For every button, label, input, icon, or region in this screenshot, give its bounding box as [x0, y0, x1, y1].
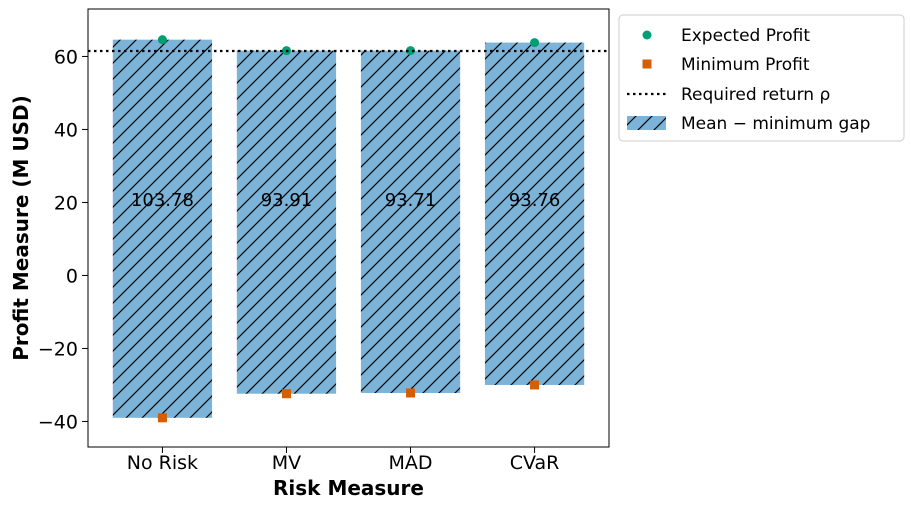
axes-frame — [87, 8, 610, 448]
legend: Expected Profit Minimum Profit Required … — [618, 14, 905, 142]
gap-bar — [112, 39, 213, 418]
bar-value-label: 93.71 — [385, 190, 437, 211]
x-tick-label: MV — [272, 452, 301, 474]
x-axis-ticks: No Risk MV MAD CVaR — [127, 447, 560, 474]
legend-gap-marker — [627, 116, 666, 130]
legend-required-return-label: Required return ρ — [681, 85, 830, 105]
expected-profit-point — [157, 35, 167, 45]
expected-profit-point — [406, 46, 416, 56]
bars-group — [112, 39, 585, 418]
bar-value-label: 93.76 — [509, 190, 561, 211]
legend-expected-profit-label: Expected Profit — [681, 26, 810, 46]
expected-profit-point — [530, 38, 540, 48]
x-tick-label: No Risk — [127, 452, 198, 474]
y-axis-label: Profit Measure (M USD) — [9, 95, 33, 361]
markers-group — [157, 35, 540, 423]
legend-gap-label: Mean − minimum gap — [681, 114, 870, 134]
y-tick-label: 60 — [54, 46, 78, 68]
x-tick-label: CVaR — [510, 452, 560, 474]
y-axis-ticks: −40 −20 0 20 40 60 — [38, 46, 88, 433]
legend-expected-profit-marker — [642, 30, 652, 40]
legend-minimum-profit-label: Minimum Profit — [681, 55, 810, 75]
bar-labels-group: 103.78 93.91 93.71 93.76 — [131, 190, 560, 211]
minimum-profit-point — [530, 380, 540, 390]
minimum-profit-point — [406, 388, 416, 398]
legend-minimum-profit-marker — [642, 59, 652, 69]
minimum-profit-point — [281, 389, 291, 399]
gap-bar — [360, 50, 461, 393]
gap-bar — [236, 50, 337, 394]
gap-bar — [484, 42, 585, 385]
y-tick-label: 40 — [54, 119, 78, 141]
bar-value-label: 93.91 — [261, 190, 313, 211]
x-tick-label: MAD — [389, 452, 433, 474]
x-axis-label: Risk Measure — [273, 476, 424, 500]
y-tick-label: −20 — [38, 338, 78, 360]
bar-value-label: 103.78 — [131, 190, 194, 211]
y-tick-label: −40 — [38, 411, 78, 433]
minimum-profit-point — [157, 413, 167, 423]
legend-box — [618, 14, 905, 142]
y-tick-label: 0 — [66, 265, 78, 287]
y-tick-label: 20 — [54, 192, 78, 214]
